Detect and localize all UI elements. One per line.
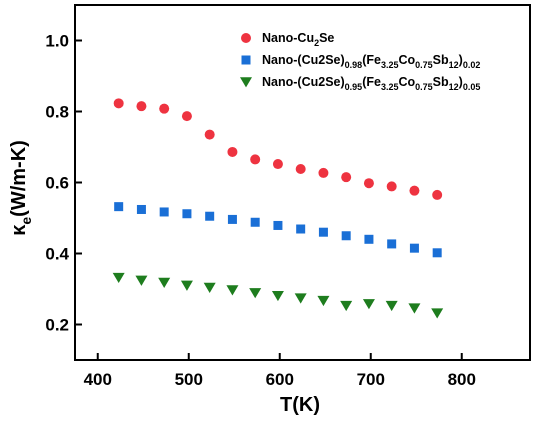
y-tick-label: 0.4 — [45, 245, 69, 264]
y-axis-ticks: 0.2 0.4 0.6 0.8 1.0 — [45, 32, 82, 335]
x-tick-label: 400 — [84, 370, 112, 389]
data-point — [159, 207, 169, 217]
x-tick-label: 600 — [266, 370, 294, 389]
data-point — [204, 129, 215, 140]
legend-item-3: Nano-(Cu2Se)0.95(Fe3.25Co0.75Sb12)0.05 — [240, 75, 480, 92]
data-point — [409, 243, 419, 253]
data-point — [273, 220, 283, 230]
data-point — [158, 277, 171, 289]
data-point — [205, 211, 215, 221]
data-point — [250, 217, 260, 227]
series-1 — [113, 98, 443, 200]
data-point — [318, 167, 329, 178]
legend-item-2: Nano-(Cu2Se)0.98(Fe3.25Co0.75Sb12)0.02 — [241, 53, 480, 70]
data-point — [318, 227, 328, 237]
data-point — [180, 280, 193, 291]
series-3 — [112, 272, 444, 319]
legend-label: Nano-(Cu2Se)0.95(Fe3.25Co0.75Sb12)0.05 — [262, 75, 480, 92]
data-point — [363, 178, 374, 189]
data-point — [250, 154, 261, 165]
data-point — [294, 293, 307, 304]
data-point — [136, 101, 147, 112]
data-point — [341, 172, 352, 183]
data-point — [341, 231, 351, 241]
legend-marker — [241, 55, 251, 65]
data-point — [432, 189, 443, 200]
data-point — [295, 164, 306, 175]
data-point — [135, 275, 148, 286]
data-point — [431, 308, 444, 319]
data-point — [409, 185, 420, 196]
data-point — [271, 290, 284, 302]
data-point — [227, 214, 237, 224]
data-point — [182, 209, 192, 219]
data-point — [408, 303, 421, 314]
data-point — [387, 239, 397, 249]
data-point — [340, 300, 353, 312]
data-points — [112, 98, 444, 319]
data-point — [272, 159, 283, 170]
x-tick-label: 500 — [175, 370, 203, 389]
data-point — [385, 300, 398, 312]
data-point — [113, 98, 124, 109]
y-tick-label: 0.2 — [45, 316, 69, 335]
x-tick-label: 800 — [448, 370, 476, 389]
data-point — [226, 285, 239, 296]
y-tick-label: 0.6 — [45, 174, 69, 193]
data-point — [362, 299, 375, 310]
data-point — [249, 288, 262, 299]
legend-marker — [240, 77, 252, 88]
y-tick-label: 0.8 — [45, 103, 69, 122]
data-point — [203, 282, 216, 293]
x-axis-title: T(K) — [280, 394, 320, 416]
series-2 — [114, 202, 442, 258]
data-point — [159, 103, 170, 114]
legend-label: Nano-Cu2Se — [262, 31, 334, 48]
data-point — [181, 111, 192, 122]
data-point — [112, 272, 125, 284]
data-point — [364, 234, 374, 244]
data-point — [114, 202, 124, 212]
y-tick-label: 1.0 — [45, 32, 69, 51]
data-point — [227, 146, 238, 157]
data-point — [296, 224, 306, 234]
x-axis-ticks: 400 500 600 700 800 — [84, 353, 476, 389]
data-point — [136, 204, 146, 214]
data-point — [386, 181, 397, 192]
y-axis-title: κe(W/m-K) — [8, 140, 34, 236]
legend-label: Nano-(Cu2Se)0.98(Fe3.25Co0.75Sb12)0.02 — [262, 53, 480, 70]
legend: Nano-Cu2Se Nano-(Cu2Se)0.98(Fe3.25Co0.75S… — [240, 31, 480, 92]
legend-marker — [241, 33, 251, 43]
data-point — [432, 248, 442, 258]
data-point — [317, 295, 330, 307]
x-tick-label: 700 — [357, 370, 385, 389]
legend-item-1: Nano-Cu2Se — [241, 31, 334, 48]
